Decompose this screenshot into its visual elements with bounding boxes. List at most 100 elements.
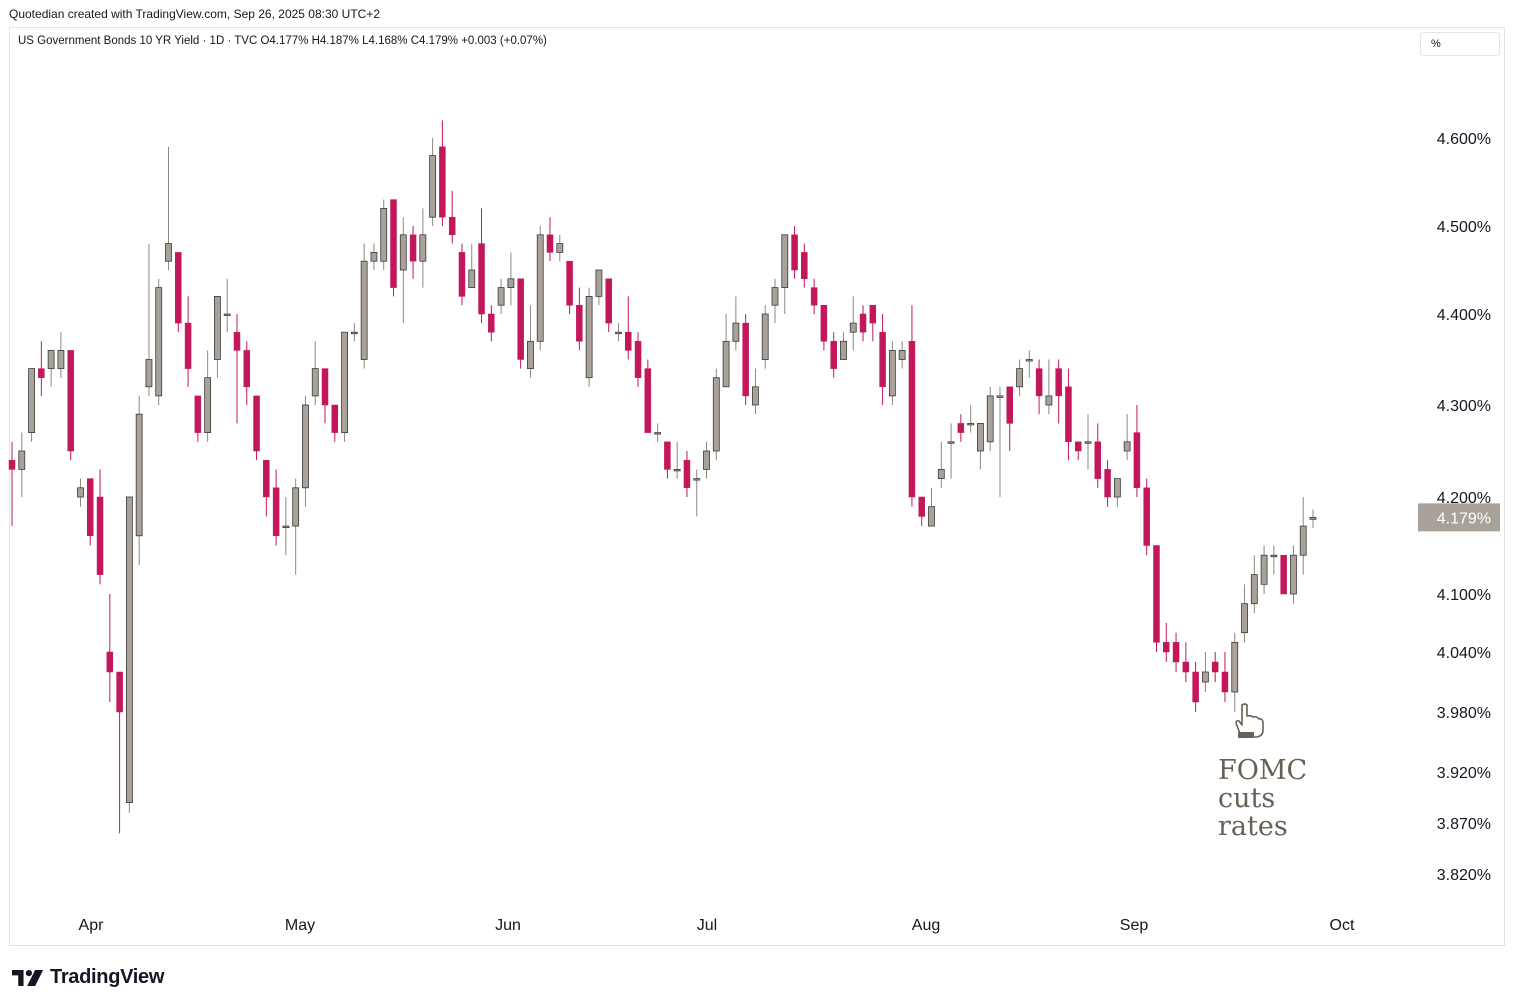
candle[interactable] (360, 243, 368, 369)
candle[interactable] (214, 295, 221, 378)
candle[interactable] (918, 496, 925, 527)
unit-selector[interactable]: % (1420, 32, 1500, 56)
candle[interactable] (106, 594, 114, 702)
candle[interactable] (585, 287, 593, 387)
candle[interactable] (1241, 584, 1248, 643)
candle[interactable] (28, 368, 35, 442)
candle[interactable] (350, 323, 358, 342)
candle[interactable] (184, 296, 192, 387)
candle[interactable] (712, 368, 720, 461)
candle[interactable] (223, 278, 231, 333)
candle[interactable] (1163, 623, 1170, 662)
candle[interactable] (693, 469, 701, 517)
candle[interactable] (527, 305, 534, 378)
candle[interactable] (996, 386, 1004, 497)
candle[interactable] (38, 341, 45, 396)
candle[interactable] (380, 199, 388, 270)
candle[interactable] (517, 278, 524, 369)
candle[interactable] (536, 226, 544, 351)
candle[interactable] (791, 226, 798, 279)
candle[interactable] (253, 395, 260, 461)
candle[interactable] (859, 305, 867, 342)
candle[interactable] (869, 304, 877, 342)
candle[interactable] (683, 451, 691, 497)
candle[interactable] (732, 296, 740, 351)
candle[interactable] (125, 496, 133, 813)
candle[interactable] (263, 459, 270, 517)
candle[interactable] (1153, 545, 1160, 653)
candle[interactable] (409, 226, 417, 279)
candle[interactable] (673, 441, 681, 479)
candle[interactable] (888, 341, 896, 405)
candle[interactable] (292, 478, 300, 575)
candle[interactable] (742, 314, 749, 405)
candle[interactable] (1143, 478, 1150, 556)
candle[interactable] (204, 350, 212, 442)
candle[interactable] (556, 234, 564, 262)
candle[interactable] (1192, 662, 1199, 712)
candle[interactable] (488, 305, 495, 342)
candle[interactable] (135, 395, 143, 565)
candle[interactable] (67, 350, 74, 461)
candle[interactable] (1084, 414, 1092, 470)
candle[interactable] (47, 349, 55, 387)
candle[interactable] (957, 414, 965, 442)
candle[interactable] (1094, 423, 1102, 488)
candle[interactable] (1055, 359, 1062, 424)
candle[interactable] (1025, 350, 1033, 378)
candle[interactable] (703, 441, 710, 479)
tradingview-logo[interactable]: TradingView (12, 966, 164, 989)
candle[interactable] (155, 278, 163, 405)
candle[interactable] (664, 441, 671, 479)
candle[interactable] (194, 395, 202, 442)
candle[interactable] (448, 190, 456, 244)
candle[interactable] (928, 487, 935, 527)
candle[interactable] (497, 278, 505, 314)
candle[interactable] (771, 278, 779, 324)
candle[interactable] (615, 323, 622, 342)
candle[interactable] (781, 234, 789, 314)
candle[interactable] (1221, 652, 1229, 702)
candle[interactable] (419, 208, 427, 288)
candle[interactable] (311, 341, 319, 405)
candle[interactable] (967, 405, 975, 433)
candle[interactable] (175, 252, 182, 333)
candle[interactable] (654, 423, 662, 442)
candle[interactable] (1104, 460, 1111, 507)
candle[interactable] (165, 146, 172, 270)
candle[interactable] (1035, 359, 1043, 415)
candle[interactable] (1231, 632, 1239, 712)
candle[interactable] (1280, 554, 1287, 595)
candle[interactable] (1172, 632, 1180, 672)
candle[interactable] (1045, 359, 1053, 415)
candle[interactable] (429, 138, 437, 226)
candle[interactable] (1113, 478, 1121, 507)
candle[interactable] (1299, 497, 1307, 575)
candle[interactable] (439, 120, 446, 226)
candle[interactable] (977, 422, 984, 470)
candle[interactable] (879, 314, 886, 405)
candle[interactable] (546, 217, 554, 262)
candle[interactable] (468, 243, 476, 289)
candle[interactable] (1074, 441, 1082, 461)
candle[interactable] (1201, 652, 1209, 692)
candle[interactable] (1290, 545, 1297, 604)
candle[interactable] (947, 423, 955, 479)
candle[interactable] (87, 478, 94, 546)
candle[interactable] (341, 331, 348, 442)
candle[interactable] (331, 404, 339, 442)
candle[interactable] (752, 368, 759, 415)
candle[interactable] (1309, 509, 1317, 529)
candle[interactable] (1182, 642, 1190, 682)
candle[interactable] (644, 359, 652, 433)
candle[interactable] (96, 469, 104, 585)
candle[interactable] (57, 332, 65, 378)
candle[interactable] (1260, 545, 1268, 595)
candle[interactable] (390, 199, 397, 297)
candle[interactable] (986, 386, 994, 451)
candle[interactable] (898, 341, 906, 369)
candle[interactable] (458, 243, 466, 306)
candle[interactable] (1133, 405, 1141, 497)
candle[interactable] (18, 432, 26, 497)
